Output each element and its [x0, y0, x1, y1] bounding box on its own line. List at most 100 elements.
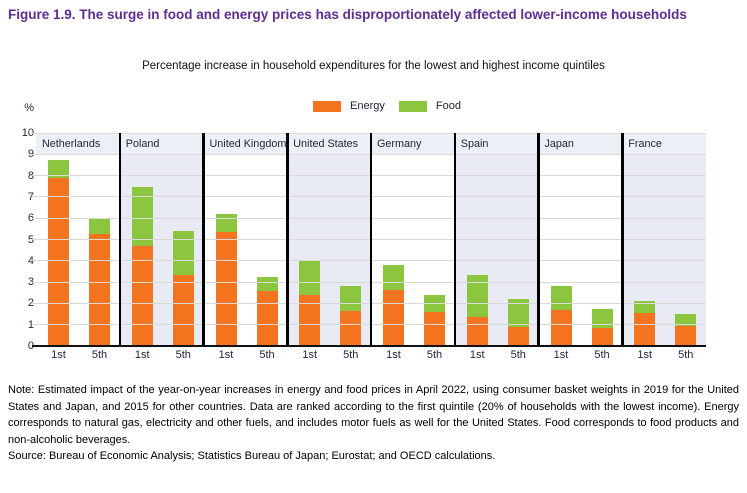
x-tick-label: 1st — [51, 349, 66, 361]
y-tick-label: 1 — [27, 318, 34, 331]
x-tick-label: 5th — [510, 349, 526, 361]
country-label: Spain — [454, 133, 539, 154]
bar-segment-energy — [256, 290, 278, 346]
y-tick-label: 5 — [27, 233, 34, 246]
y-axis-unit-label: % — [24, 102, 34, 114]
bar-segment-food — [634, 301, 656, 313]
figure-source: Source: Bureau of Economic Analysis; Sta… — [8, 450, 496, 462]
bar-segment-food — [591, 308, 613, 328]
gridline — [32, 281, 706, 283]
legend-label-energy: Energy — [350, 100, 385, 112]
bar-segment-energy — [299, 294, 321, 346]
gridline — [32, 175, 706, 177]
y-tick-label: 4 — [27, 254, 34, 267]
bar-segment-energy — [550, 309, 572, 346]
legend-item-energy: Energy — [313, 100, 385, 112]
food-swatch-icon — [398, 100, 427, 112]
bar-segment-energy — [340, 310, 362, 346]
bar-segment-energy — [591, 327, 613, 346]
x-tick-label: 1st — [134, 349, 150, 361]
gridline — [32, 132, 706, 134]
country-label: Japan — [538, 133, 623, 154]
energy-swatch-icon — [313, 100, 341, 112]
panel-divider — [621, 133, 624, 346]
bar-segment-food — [89, 219, 110, 235]
x-tick-label: 1st — [553, 349, 569, 361]
y-tick-label: 3 — [27, 276, 34, 289]
panel-divider — [453, 133, 456, 346]
x-tick-label: 1st — [386, 349, 401, 361]
panel-divider — [286, 133, 289, 346]
gridline — [32, 324, 706, 326]
panel-divider — [369, 133, 373, 346]
x-tick-label: 5th — [678, 349, 694, 361]
bar-segment-food — [256, 276, 278, 291]
bar-segment-food — [675, 314, 697, 326]
legend-item-food: Food — [398, 100, 461, 112]
y-tick-label: 2 — [27, 297, 34, 310]
country-label: United Kingdom — [203, 133, 288, 154]
bar-segment-energy — [383, 289, 404, 346]
x-tick-label: 5th — [259, 349, 275, 361]
gridline — [32, 153, 706, 155]
panel-divider — [118, 133, 121, 346]
country-label: Germany — [371, 133, 455, 154]
x-tick-label: 5th — [594, 349, 610, 361]
x-tick-label: 5th — [91, 349, 108, 361]
panel-divider — [202, 133, 205, 346]
bar-segment-energy — [89, 234, 110, 346]
y-tick-label: 6 — [27, 212, 34, 225]
plot-area: 1st 5th Netherlands 1st 5th Poland 1st 5th Unite… — [32, 132, 706, 361]
x-axis-line — [32, 345, 706, 347]
y-tick-label: 10 — [21, 127, 34, 139]
bar-segment-food — [215, 213, 237, 233]
gridline — [32, 239, 706, 240]
y-tick-label: 0 — [27, 340, 34, 352]
x-tick-label: 1st — [218, 349, 234, 361]
country-label: Poland — [119, 133, 204, 154]
x-tick-label: 1st — [469, 349, 485, 361]
bar-segment-energy — [172, 274, 194, 346]
chart-legend: Energy Food — [313, 100, 461, 112]
x-tick-label: 5th — [175, 349, 191, 361]
x-tick-label: 1st — [302, 349, 318, 361]
y-axis: 0 1 2 3 4 5 6 7 8 9 10 — [4, 127, 34, 352]
bar-segment-food — [172, 231, 194, 275]
legend-label-food: Food — [435, 100, 461, 112]
bar-segment-energy — [675, 325, 697, 346]
bar-segment-energy — [466, 317, 488, 346]
y-tick-label: 8 — [27, 169, 34, 182]
bar-segment-energy — [48, 177, 69, 346]
figure-subtitle: Percentage increase in household expendi… — [142, 60, 605, 72]
x-tick-label: 1st — [637, 349, 653, 361]
bar-segment-food — [550, 286, 572, 310]
x-tick-label: 5th — [343, 349, 359, 361]
figure-title: Figure 1.9. The surge in food and energy… — [8, 7, 687, 22]
panel-divider — [537, 133, 540, 346]
country-label: Netherlands — [36, 133, 120, 154]
y-tick-label: 9 — [27, 148, 34, 161]
gridline — [32, 217, 706, 219]
bar-segment-food — [131, 187, 153, 246]
figure-notes: Note: Estimated impact of the year-on-ye… — [8, 382, 739, 465]
bar-segment-food — [466, 274, 488, 318]
gridline — [32, 260, 706, 262]
bar-segment-energy — [215, 232, 237, 346]
x-tick-label: 5th — [426, 349, 443, 361]
bar-segment-food — [299, 260, 321, 295]
bar-segment-energy — [634, 313, 656, 346]
y-tick-label: 7 — [27, 190, 34, 203]
country-label: France — [622, 133, 706, 154]
gridline — [32, 302, 706, 304]
bar-segment-food — [48, 159, 69, 178]
figure-note: Note: Estimated impact of the year-on-ye… — [8, 384, 739, 446]
bar-segment-energy — [424, 311, 445, 346]
bar-segment-food — [340, 286, 362, 311]
bar-segment-food — [383, 265, 404, 290]
gridline — [32, 196, 706, 198]
bar-segment-energy — [131, 245, 153, 346]
bar-segment-energy — [507, 326, 529, 346]
country-label: United States — [287, 133, 371, 154]
bar-segment-food — [507, 299, 529, 327]
